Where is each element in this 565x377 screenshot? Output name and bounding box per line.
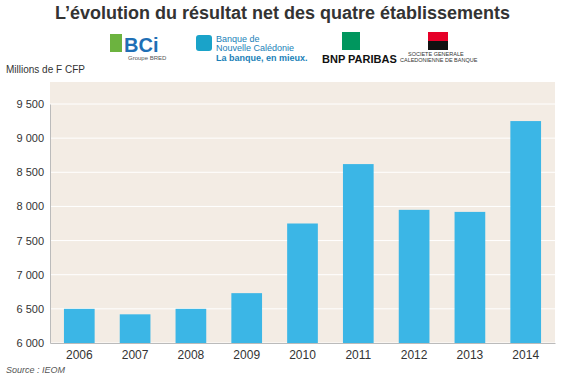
x-tick: 2013 xyxy=(457,343,484,362)
x-tick: 2009 xyxy=(233,343,260,362)
y-tick-label: 8 000 xyxy=(16,200,44,212)
y-tick-label: 6 000 xyxy=(16,337,44,349)
grid-line xyxy=(50,206,555,207)
y-tick: 7 000 xyxy=(16,269,50,281)
bar xyxy=(510,121,541,343)
x-tick-label: 2006 xyxy=(66,348,93,362)
x-tick-label: 2008 xyxy=(178,348,205,362)
logo-icon xyxy=(342,32,360,50)
x-tick-label: 2009 xyxy=(233,348,260,362)
bar xyxy=(287,224,318,344)
x-tick: 2006 xyxy=(66,343,93,362)
logo-text: BNP PARIBAS xyxy=(322,53,397,65)
bar xyxy=(64,309,95,343)
plot-background xyxy=(50,82,555,343)
y-axis: 6 000 6 500 7 000 7 500 8 000 8 500 9 000 9 500 xyxy=(16,98,50,349)
y-tick: 6 500 xyxy=(16,303,50,315)
y-axis-line xyxy=(50,105,51,344)
x-tick-label: 2010 xyxy=(289,348,316,362)
logo-text: Groupe BRED xyxy=(128,55,167,61)
bar xyxy=(176,309,207,343)
x-tick: 2010 xyxy=(289,343,316,362)
x-tick: 2008 xyxy=(178,343,205,362)
logo-text: BCi xyxy=(124,34,158,56)
bar xyxy=(455,212,486,343)
x-tick-label: 2012 xyxy=(401,348,428,362)
bar xyxy=(399,210,430,343)
logo-icon xyxy=(428,32,448,41)
logo-icon xyxy=(110,34,122,52)
x-tick-label: 2013 xyxy=(457,348,484,362)
y-tick: 7 500 xyxy=(16,235,50,247)
plot: 6 000 6 500 7 000 7 500 8 000 8 500 9 000 9 500… xyxy=(16,98,555,362)
grid-line xyxy=(50,104,555,105)
bar xyxy=(231,293,262,343)
y-tick-label: 9 000 xyxy=(16,132,44,144)
logo-text: Nouvelle Calédonie xyxy=(216,43,294,53)
y-tick: 9 000 xyxy=(16,132,50,144)
y-tick: 8 000 xyxy=(16,200,50,212)
logo-text: CALEDONIENNE DE BANQUE xyxy=(400,57,478,63)
title: L’évolution du résultat net des quatre é… xyxy=(55,3,510,23)
x-axis-line xyxy=(51,343,556,344)
logos: BCiGroupe BREDBanque deNouvelle Calédoni… xyxy=(110,32,478,65)
x-tick: 2007 xyxy=(122,343,149,362)
y-tick-label: 7 000 xyxy=(16,269,44,281)
source: Source : IEOM xyxy=(6,365,66,375)
y-tick-label: 9 500 xyxy=(16,98,44,110)
y-tick-label: 8 500 xyxy=(16,166,44,178)
y-tick-label: 7 500 xyxy=(16,235,44,247)
grid xyxy=(50,104,555,343)
y-tick-label: 6 500 xyxy=(16,303,44,315)
y-tick: 6 000 xyxy=(16,337,50,349)
grid-line xyxy=(50,138,555,139)
y-tick: 9 500 xyxy=(16,98,50,110)
bars xyxy=(64,121,541,343)
y-axis-label: Millions de F CFP xyxy=(6,64,85,75)
x-axis: 2006 2007 2008 2009 2010 2011 2012 2013 2014 xyxy=(51,343,556,362)
x-tick-label: 2007 xyxy=(122,348,149,362)
logo-text: La banque, en mieux. xyxy=(216,53,308,63)
logo-icon xyxy=(428,41,448,50)
grid-line xyxy=(50,172,555,173)
bar xyxy=(120,314,151,343)
chart: L’évolution du résultat net des quatre é… xyxy=(0,0,565,377)
x-tick: 2011 xyxy=(345,343,371,362)
x-tick-label: 2011 xyxy=(345,348,371,362)
bar xyxy=(343,164,374,343)
logo-icon xyxy=(196,35,212,51)
x-tick-label: 2014 xyxy=(512,348,539,362)
y-tick: 8 500 xyxy=(16,166,50,178)
x-tick: 2012 xyxy=(401,343,428,362)
x-tick: 2014 xyxy=(512,343,539,362)
